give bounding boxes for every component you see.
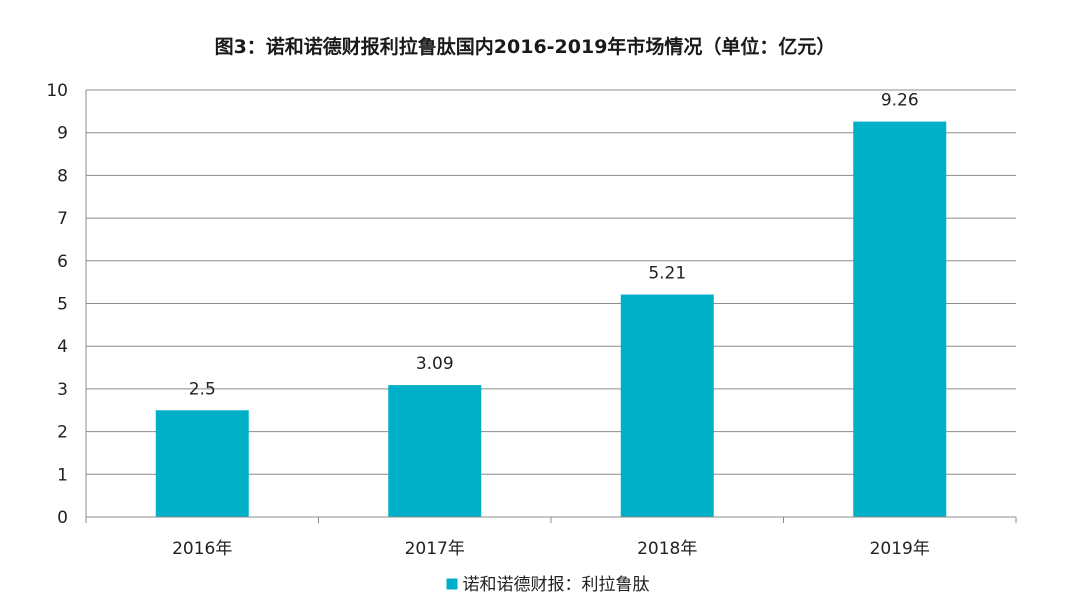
data-labels: 2.5 3.09 5.21 9.26 xyxy=(189,91,919,400)
bar xyxy=(155,410,249,517)
y-tick-label: 3 xyxy=(57,380,68,400)
y-tick-label: 8 xyxy=(57,166,68,186)
y-tick-label: 10 xyxy=(46,81,68,101)
data-label: 3.09 xyxy=(416,354,454,374)
y-tick-label: 0 xyxy=(57,508,68,528)
y-tick-label: 5 xyxy=(57,295,68,315)
bar xyxy=(388,385,482,517)
legend-label: 诺和诺德财报：利拉鲁肽 xyxy=(463,575,650,595)
x-tick-label: 2018年 xyxy=(637,539,697,559)
data-label: 5.21 xyxy=(648,264,686,284)
y-tick-label: 1 xyxy=(57,465,68,485)
axes: 0 1 2 3 4 5 6 7 8 9 10 2016年 2017年 2018年 2019年 xyxy=(46,81,1017,559)
chart-title: 图3：诺和诺德财报利拉鲁肽国内2016-2019年市场情况（单位：亿元） xyxy=(215,35,836,58)
x-tick-label: 2016年 xyxy=(172,539,232,559)
y-tick-label: 6 xyxy=(57,252,68,272)
y-tick-label: 7 xyxy=(57,209,68,229)
data-label: 9.26 xyxy=(881,91,919,111)
legend-swatch xyxy=(446,578,458,590)
y-tick-label: 4 xyxy=(57,337,68,357)
y-tick-label: 2 xyxy=(57,423,68,443)
x-tick-label: 2019年 xyxy=(870,539,930,559)
y-tick-label: 9 xyxy=(57,124,68,144)
bar xyxy=(620,294,714,517)
bar-series xyxy=(155,121,947,518)
data-label: 2.5 xyxy=(189,379,216,399)
legend: 诺和诺德财报：利拉鲁肽 xyxy=(446,575,650,595)
bar xyxy=(853,121,947,518)
x-tick-label: 2017年 xyxy=(405,539,465,559)
